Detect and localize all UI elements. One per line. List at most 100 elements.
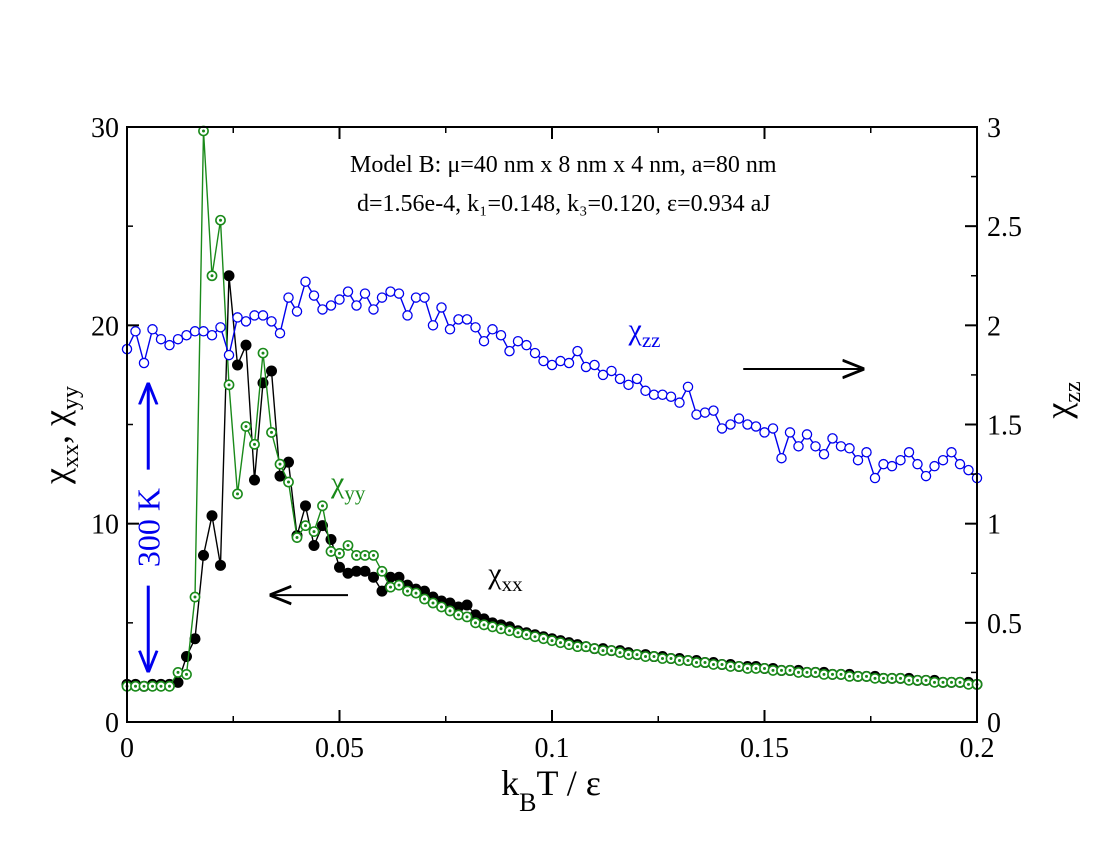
chi-zz-point xyxy=(861,447,872,458)
y-right-tick-label: 1.5 xyxy=(987,411,1022,442)
model-annotation-line-1: Model B: μ=40 nm x 8 nm x 4 nm, a=80 nm xyxy=(350,152,777,178)
chi-zz-point xyxy=(410,292,422,303)
chi-yy-point xyxy=(784,665,796,676)
model-annotation-line-2: d=1.56e-4, k₁=0.148, k₃=0.120, ε=0.934 a… xyxy=(357,191,771,217)
chi-zz-point xyxy=(351,300,362,311)
chi-zz-point xyxy=(563,357,575,369)
chi-yy-point xyxy=(631,649,643,660)
chi-zz-point xyxy=(308,290,320,301)
chi-yy-point xyxy=(223,379,235,391)
chi-zz-point xyxy=(725,419,736,430)
chi-zz-point xyxy=(283,292,294,303)
chi-yy-point xyxy=(589,643,600,655)
chi-zz-point xyxy=(699,407,711,418)
chi-zz-point xyxy=(878,458,889,470)
chi-zz-point xyxy=(869,472,881,484)
chi-zz-point xyxy=(793,441,804,452)
temperature-label: 300 K xyxy=(130,488,166,567)
chi-zz-point xyxy=(810,441,821,452)
chi-zz-point xyxy=(546,359,558,371)
chi-zz-point xyxy=(716,423,728,434)
chi-zz-point xyxy=(597,369,609,381)
chi-zz-point xyxy=(206,329,218,341)
y-right-tick-label: 1 xyxy=(987,510,1001,541)
chi-zz-point xyxy=(580,361,592,373)
chi-zz-point xyxy=(257,310,269,321)
chi-zz-point xyxy=(274,328,286,339)
chi-yy-point xyxy=(453,609,464,621)
chi-xx-point xyxy=(215,559,226,571)
chi-zz-point xyxy=(495,329,507,341)
chi-yy-point xyxy=(563,639,575,651)
chi-xx-point xyxy=(206,510,218,522)
chi-yy-point xyxy=(240,421,252,432)
chi-zz-point xyxy=(291,306,303,317)
chi-yy-point xyxy=(657,653,668,664)
y-left-tick-label: 30 xyxy=(91,113,119,144)
chi-yy-point xyxy=(912,674,923,686)
chi-zz-point xyxy=(538,355,549,367)
chi-zz-point xyxy=(359,288,371,299)
chi-zz-point xyxy=(240,316,252,327)
y-right-tick-label: 3 xyxy=(987,113,1001,144)
chi-yy-point xyxy=(818,669,830,680)
chi-zz-point xyxy=(631,373,643,385)
chi-zz-point xyxy=(300,276,311,287)
chi-zz-point xyxy=(674,397,685,408)
series-labels: χxx χyy χzz 300 K xyxy=(130,313,862,670)
chi-yy-point xyxy=(308,526,320,537)
chi-zz-point xyxy=(461,314,473,325)
temperature-300k-marker: 300 K xyxy=(130,385,166,671)
chi-xx-point xyxy=(308,539,320,551)
chi-zz-point xyxy=(784,427,796,438)
chi-zz-point xyxy=(444,324,456,335)
chi-xx-point xyxy=(317,520,328,532)
chi-yy-point xyxy=(198,125,209,137)
chi-yy-point xyxy=(376,565,388,577)
chi-xx-point xyxy=(334,561,345,573)
chi-zz-point xyxy=(334,294,345,305)
chi-zz-point xyxy=(827,433,838,444)
y-left-tick-label: 0 xyxy=(105,708,119,739)
chi-zz-point xyxy=(920,470,932,482)
chi-yy-point xyxy=(538,633,549,645)
chi-yy-point xyxy=(283,476,294,488)
chi-zz-point xyxy=(249,310,260,321)
x-tick-label: 0.15 xyxy=(740,733,789,764)
chi-zz-point xyxy=(648,389,660,400)
chi-yy-point xyxy=(733,661,745,672)
chi-yy-point xyxy=(257,347,269,359)
chi-yy-point xyxy=(410,587,422,599)
chi-zz-point xyxy=(130,326,141,337)
chi-xx-point xyxy=(368,571,379,583)
chi-yy-point xyxy=(266,427,277,438)
chi-yy-point xyxy=(954,676,966,688)
chi-yy-point xyxy=(546,635,558,647)
chi-xx-point xyxy=(359,565,371,577)
chi-xx-point xyxy=(232,359,243,371)
chi-yy-point xyxy=(623,649,634,660)
chi-yy-point xyxy=(274,458,286,470)
chi-zz-point xyxy=(886,460,898,472)
chi-zz-point xyxy=(181,329,192,341)
chi-zz-point xyxy=(946,447,957,458)
chi-zz-point xyxy=(614,373,626,385)
plot-area xyxy=(121,125,983,692)
chi-xx-point xyxy=(240,339,252,351)
x-tick-label: 0.05 xyxy=(315,733,364,764)
chi-yy-point xyxy=(402,585,413,597)
chi-zz-point xyxy=(844,443,855,454)
chi-zz-point xyxy=(691,409,702,420)
chi-yy-point xyxy=(300,520,311,532)
chi-yy-point xyxy=(895,672,906,684)
chi-yy-point xyxy=(189,591,201,603)
chi-zz-point xyxy=(155,333,167,345)
chi-zz-point xyxy=(954,458,966,470)
chi-zz-point xyxy=(640,385,651,397)
chi-yy-point xyxy=(555,637,566,649)
chi-yy-point xyxy=(606,645,617,656)
chi-zz-point xyxy=(657,389,668,400)
chi-yy-point xyxy=(206,270,218,282)
